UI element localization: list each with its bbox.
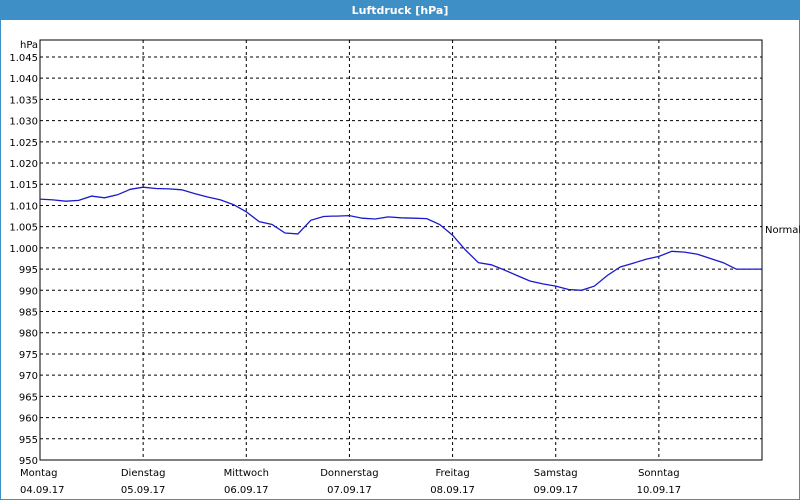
x-tick-date-label: 07.09.17 [327,485,372,496]
window-title: Luftdruck [hPa] [1,1,799,20]
reference-line-label: Normal [765,225,800,236]
x-tick-day-label: Samstag [534,468,578,479]
x-tick-day-label: Montag [20,468,57,479]
y-tick-label: 1.045 [9,53,38,64]
y-tick-label: 1.030 [9,117,38,128]
y-tick-label: 990 [19,286,38,297]
x-tick-day-label: Dienstag [121,468,166,479]
y-tick-label: 1.015 [9,180,38,191]
y-tick-label: 975 [19,350,38,361]
grid [40,40,762,460]
x-tick-day-label: Donnerstag [320,468,378,479]
pressure-series-line [39,186,762,291]
x-tick-day-label: Freitag [435,468,469,479]
y-tick-label: 1.020 [9,159,38,170]
y-tick-label: 980 [19,329,38,340]
x-tick-date-label: 04.09.17 [20,485,65,496]
y-tick-label: 1.040 [9,74,38,85]
y-tick-label: 970 [19,371,38,382]
y-axis-ticks: 950 955 960 965 970 975 980 985 990 995 1.000 1.005… [9,53,38,467]
y-tick-label: 965 [19,392,38,403]
y-tick-label: 960 [19,414,38,425]
x-axis-ticks: Montag 04.09.17 Dienstag 05.09.17 Mittwoch 06… [20,468,681,496]
y-tick-label: 955 [19,435,38,446]
x-tick-date-label: 08.09.17 [430,485,475,496]
y-axis-unit-label: hPa [20,40,38,51]
y-tick-label: 995 [19,265,38,276]
y-tick-label: 1.000 [9,244,38,255]
x-tick-day-label: Mittwoch [224,468,269,479]
y-tick-label: 1.010 [9,201,38,212]
y-tick-label: 950 [19,456,38,467]
y-tick-label: 1.025 [9,138,38,149]
x-tick-day-label: Sonntag [638,468,680,479]
x-tick-date-label: 10.09.17 [637,485,682,496]
y-tick-label: 1.035 [9,95,38,106]
x-tick-date-label: 05.09.17 [121,485,166,496]
plot-area-frame [39,39,763,461]
y-tick-label: 1.005 [9,223,38,234]
x-tick-date-label: 09.09.17 [533,485,578,496]
x-tick-date-label: 06.09.17 [224,485,269,496]
y-tick-label: 985 [19,308,38,319]
